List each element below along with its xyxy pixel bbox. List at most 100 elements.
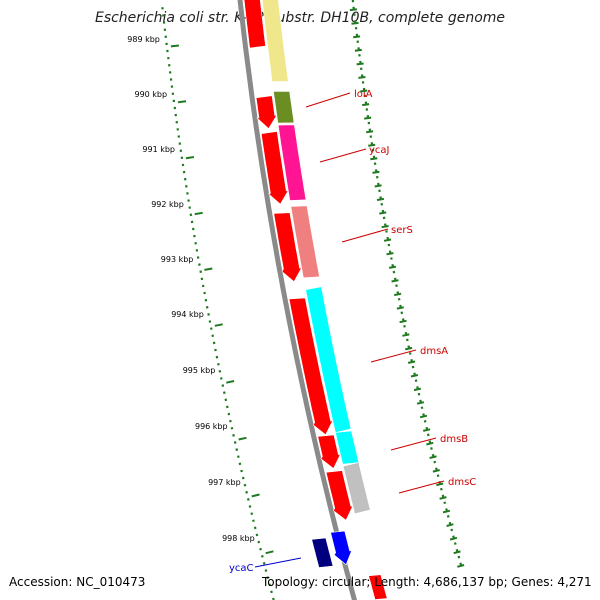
outer-ring-dot — [413, 372, 416, 376]
gene-label-dmsA[interactable]: dmsA — [420, 346, 448, 357]
inner-ring-dot — [235, 448, 239, 451]
cds-arrow[interactable] — [255, 95, 278, 130]
outer-ring-dot — [459, 562, 463, 566]
ruler-label: 992 kbp — [151, 200, 184, 209]
inner-ring-dot — [264, 569, 268, 572]
inner-ring-dot — [238, 462, 242, 466]
ruler-label: 996 kbp — [195, 422, 228, 431]
outer-ring-dot — [436, 474, 440, 477]
cds-segment[interactable] — [243, 0, 266, 49]
inner-ring-dot — [233, 441, 237, 444]
inner-ring-dot — [230, 426, 234, 430]
cds-reverse[interactable] — [330, 530, 353, 566]
inner-ring-dot — [237, 455, 240, 459]
accession-label: Accession: — [9, 575, 73, 589]
outer-ring-dot — [423, 420, 427, 423]
inner-ring-dot — [241, 476, 245, 480]
outer-tick — [379, 211, 387, 215]
outer-tick — [374, 184, 382, 188]
outer-ring-dot — [420, 406, 424, 410]
ruler-tick — [185, 156, 195, 160]
length-value: 4,686,137 bp — [423, 575, 504, 589]
outer-tick — [436, 482, 444, 487]
gene-callout-line — [319, 148, 367, 163]
outer-tick — [354, 48, 362, 52]
outer-tick — [370, 157, 378, 161]
ruler-label: 998 kbp — [222, 534, 255, 543]
cds-segment[interactable] — [368, 574, 388, 600]
cds-arrow[interactable] — [317, 434, 341, 469]
outer-ring-dot — [414, 379, 418, 382]
gene-band[interactable] — [261, 0, 289, 82]
ruler-label: 990 kbp — [134, 90, 167, 99]
outer-tick — [372, 170, 380, 174]
outer-tick — [429, 455, 437, 459]
outer-tick — [376, 197, 385, 201]
outer-ring-dot — [443, 501, 447, 505]
outer-ring-dot — [435, 467, 438, 471]
outer-ring-dot — [446, 514, 450, 518]
inner-ring-dot — [257, 540, 261, 544]
genome-backbone — [237, 0, 358, 600]
outer-ring-dot — [457, 555, 461, 559]
ruler-label: 997 kbp — [208, 478, 241, 487]
topology-label: Topology: — [262, 575, 319, 589]
ruler-tick — [194, 211, 203, 216]
outer-tick — [413, 387, 422, 392]
outer-ring-dot — [445, 508, 448, 511]
gene-label-dmsB[interactable]: dmsB — [440, 434, 468, 445]
inner-ring-dot — [248, 505, 252, 508]
gene-callout-line — [390, 437, 437, 451]
inner-ring-dot — [243, 483, 247, 487]
outer-tick — [449, 536, 458, 541]
genes-value: 4,271 — [557, 575, 592, 589]
gene-label-ycaC[interactable]: ycaC — [229, 563, 254, 574]
cds-arrow[interactable] — [325, 470, 354, 521]
outer-tick — [383, 238, 392, 242]
gene-callout-line — [370, 349, 417, 363]
gene-band-ycaJ[interactable] — [277, 124, 307, 201]
inner-ring-dot — [259, 547, 262, 551]
genes-label: Genes: — [511, 575, 554, 589]
outer-ring-dot — [425, 426, 429, 430]
gene-band-dmsC[interactable] — [342, 462, 371, 515]
inner-ring-dot — [270, 590, 273, 594]
ruler-tick — [238, 436, 247, 441]
cds-arrow[interactable] — [260, 131, 289, 205]
inner-ring-dot — [268, 583, 271, 587]
inner-ring-dot — [232, 434, 235, 437]
gene-label-ycaJ[interactable]: ycaJ — [369, 145, 390, 156]
map-title: Escherichia coli str. K-12 substr. DH10B… — [94, 10, 506, 26]
outer-tick — [388, 265, 397, 269]
outer-ring-dot — [410, 358, 413, 362]
gene-band-serS[interactable] — [290, 205, 320, 279]
gene-label-lolA[interactable]: lolA — [354, 89, 373, 100]
gene-band-lolA[interactable] — [273, 90, 295, 124]
cds-arrow[interactable] — [288, 297, 334, 436]
outer-ring-dot — [431, 453, 435, 457]
cds-reverse-dark[interactable] — [311, 537, 334, 568]
gene-label-dmsC[interactable]: dmsC — [448, 477, 476, 488]
inner-ring-dot — [255, 533, 259, 537]
outer-tick — [349, 8, 358, 12]
cds-arrow[interactable] — [273, 212, 303, 283]
outer-tick — [432, 469, 440, 473]
outer-tick — [368, 143, 376, 147]
gene-label-serS[interactable]: serS — [391, 225, 413, 236]
ruler-label: 993 kbp — [161, 255, 194, 264]
outer-ring-dot — [406, 338, 409, 342]
outer-tick — [358, 76, 366, 79]
outer-ring-dot — [426, 433, 430, 437]
inner-ring-dot — [215, 355, 219, 359]
outer-tick — [399, 319, 407, 324]
gene-band-dmsB[interactable] — [335, 430, 360, 465]
gene-band-dmsA[interactable] — [305, 286, 352, 433]
outer-tick — [364, 116, 372, 120]
outer-tick — [416, 401, 425, 405]
outer-ring-dot — [430, 447, 433, 450]
gene-callout-line — [398, 480, 445, 494]
outer-tick — [356, 62, 364, 66]
inner-ring-dot — [218, 370, 222, 373]
ruler-tick — [214, 323, 223, 327]
outer-ring-dot — [411, 365, 415, 369]
